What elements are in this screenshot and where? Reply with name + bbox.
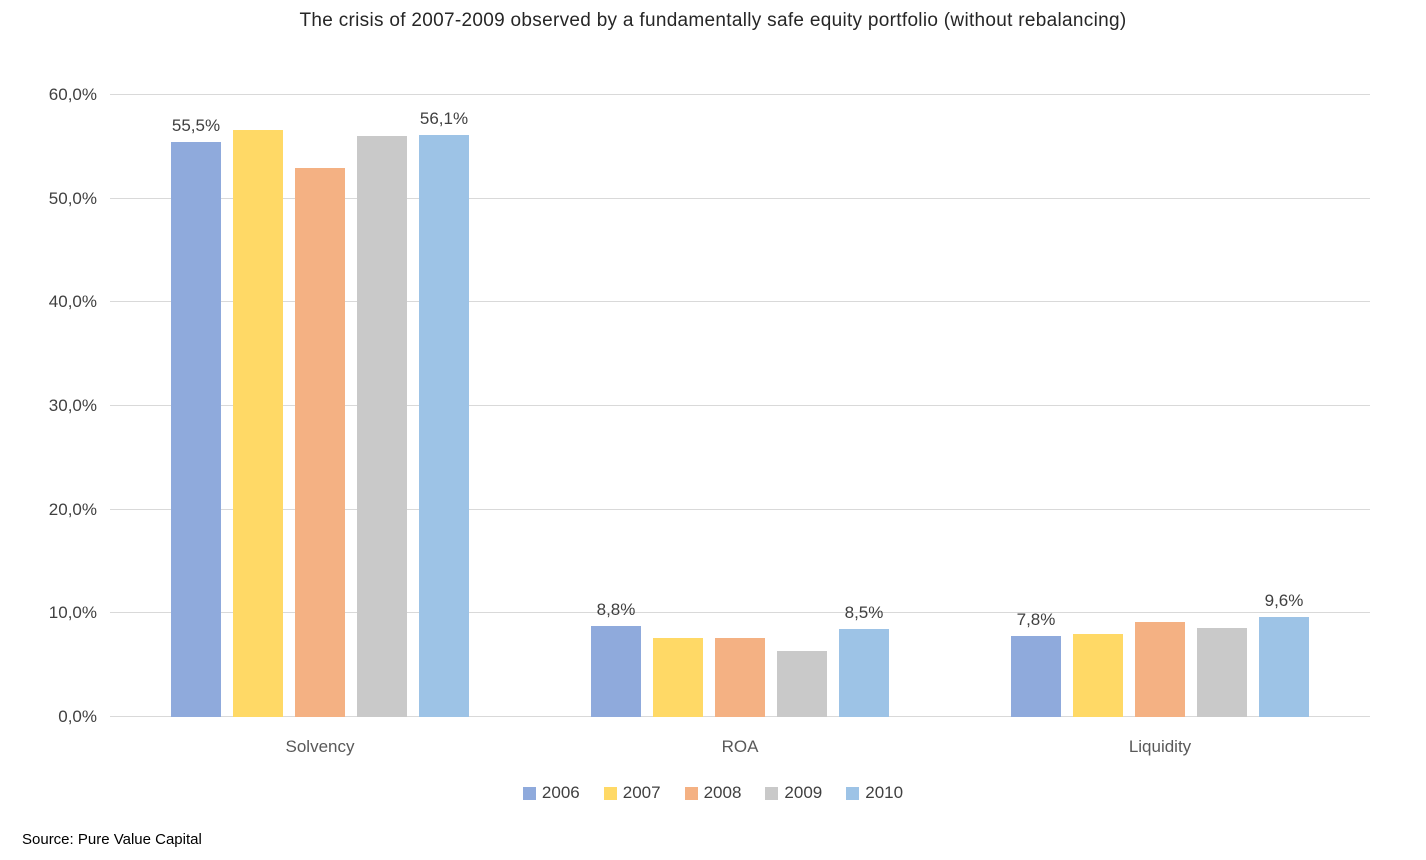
bar-2008-roa	[715, 638, 765, 717]
legend-label-2009: 2009	[784, 783, 823, 802]
legend-item-2008: 2008	[684, 783, 742, 803]
gridline	[110, 612, 1370, 614]
bar-2008-solvency	[295, 167, 345, 717]
bar-2009-roa	[777, 650, 827, 717]
category-axis: Solvency ROA Liquidity	[110, 737, 1370, 757]
bar-group-roa: 8,8% 8,5%	[530, 95, 950, 717]
bar-2007-solvency	[233, 130, 283, 717]
legend-label-2008: 2008	[703, 783, 742, 802]
bar-2006-solvency: 55,5%	[171, 116, 221, 717]
bar-groups: 55,5% 56,1% 8,8% 8,5% 7,8% 9,6%	[110, 95, 1370, 717]
data-label-2006-roa: 8,8%	[596, 599, 636, 619]
legend-label-2010: 2010	[865, 783, 904, 802]
legend-item-2009: 2009	[765, 783, 822, 803]
gridline	[110, 508, 1370, 510]
legend-swatch-2009	[765, 786, 779, 800]
legend-label-2006: 2006	[541, 783, 580, 802]
legend-swatch-2008	[684, 786, 698, 800]
bar-2010-liquidity: 9,6%	[1259, 591, 1309, 717]
bar-2010-solvency: 56,1%	[419, 109, 469, 717]
y-tick-label: 40,0%	[48, 292, 97, 312]
legend-swatch-2006	[522, 786, 536, 800]
gridline	[110, 197, 1370, 199]
legend-item-2006: 2006	[522, 783, 580, 803]
category-label-liquidity: Liquidity	[1128, 737, 1192, 756]
bar-2007-roa	[653, 638, 703, 717]
y-tick-label: 60,0%	[48, 85, 97, 104]
y-tick-label: 10,0%	[48, 603, 97, 623]
y-axis: 0,0% 10,0% 20,0% 30,0% 40,0% 50,0% 60,0%	[0, 85, 97, 726]
bar-2009-liquidity	[1197, 627, 1247, 717]
legend-label-2007: 2007	[622, 783, 661, 802]
chart-title: The crisis of 2007-2009 observed by a fu…	[299, 10, 1127, 31]
plot-area: 55,5% 56,1% 8,8% 8,5% 7,8% 9,6%	[110, 94, 1370, 717]
data-label-2006-solvency: 55,5%	[171, 115, 221, 135]
legend: 2006 2007 2008 2009 2010	[0, 783, 1426, 803]
bar-group-solvency: 55,5% 56,1%	[110, 95, 530, 717]
bar-2006-roa: 8,8%	[591, 600, 641, 717]
data-label-2006-liquidity: 7,8%	[1016, 610, 1056, 630]
y-tick-label: 0,0%	[58, 707, 97, 726]
bar-2007-liquidity	[1073, 634, 1123, 717]
bar-2008-liquidity	[1135, 621, 1185, 717]
legend-swatch-2007	[603, 786, 617, 800]
category-label-roa: ROA	[721, 737, 759, 756]
bar-2010-roa: 8,5%	[839, 603, 889, 717]
legend-swatch-2010	[846, 786, 860, 800]
gridline	[110, 405, 1370, 406]
y-tick-label: 20,0%	[48, 499, 97, 519]
y-tick-label: 30,0%	[48, 396, 97, 415]
bar-2009-solvency	[357, 136, 407, 717]
bar-2006-liquidity: 7,8%	[1011, 610, 1061, 717]
source-note: Source: Pure Value Capital	[22, 831, 202, 848]
data-label-2010-roa: 8,5%	[844, 602, 884, 622]
gridline	[110, 94, 1370, 95]
data-label-2010-solvency: 56,1%	[419, 109, 469, 129]
data-label-2010-liquidity: 9,6%	[1264, 591, 1304, 611]
legend-item-2007: 2007	[603, 783, 661, 803]
category-label-solvency: Solvency	[285, 737, 355, 756]
gridline	[110, 301, 1370, 303]
y-tick-label: 50,0%	[48, 188, 97, 208]
bar-group-liquidity: 7,8% 9,6%	[950, 95, 1370, 717]
legend-item-2010: 2010	[846, 783, 903, 803]
